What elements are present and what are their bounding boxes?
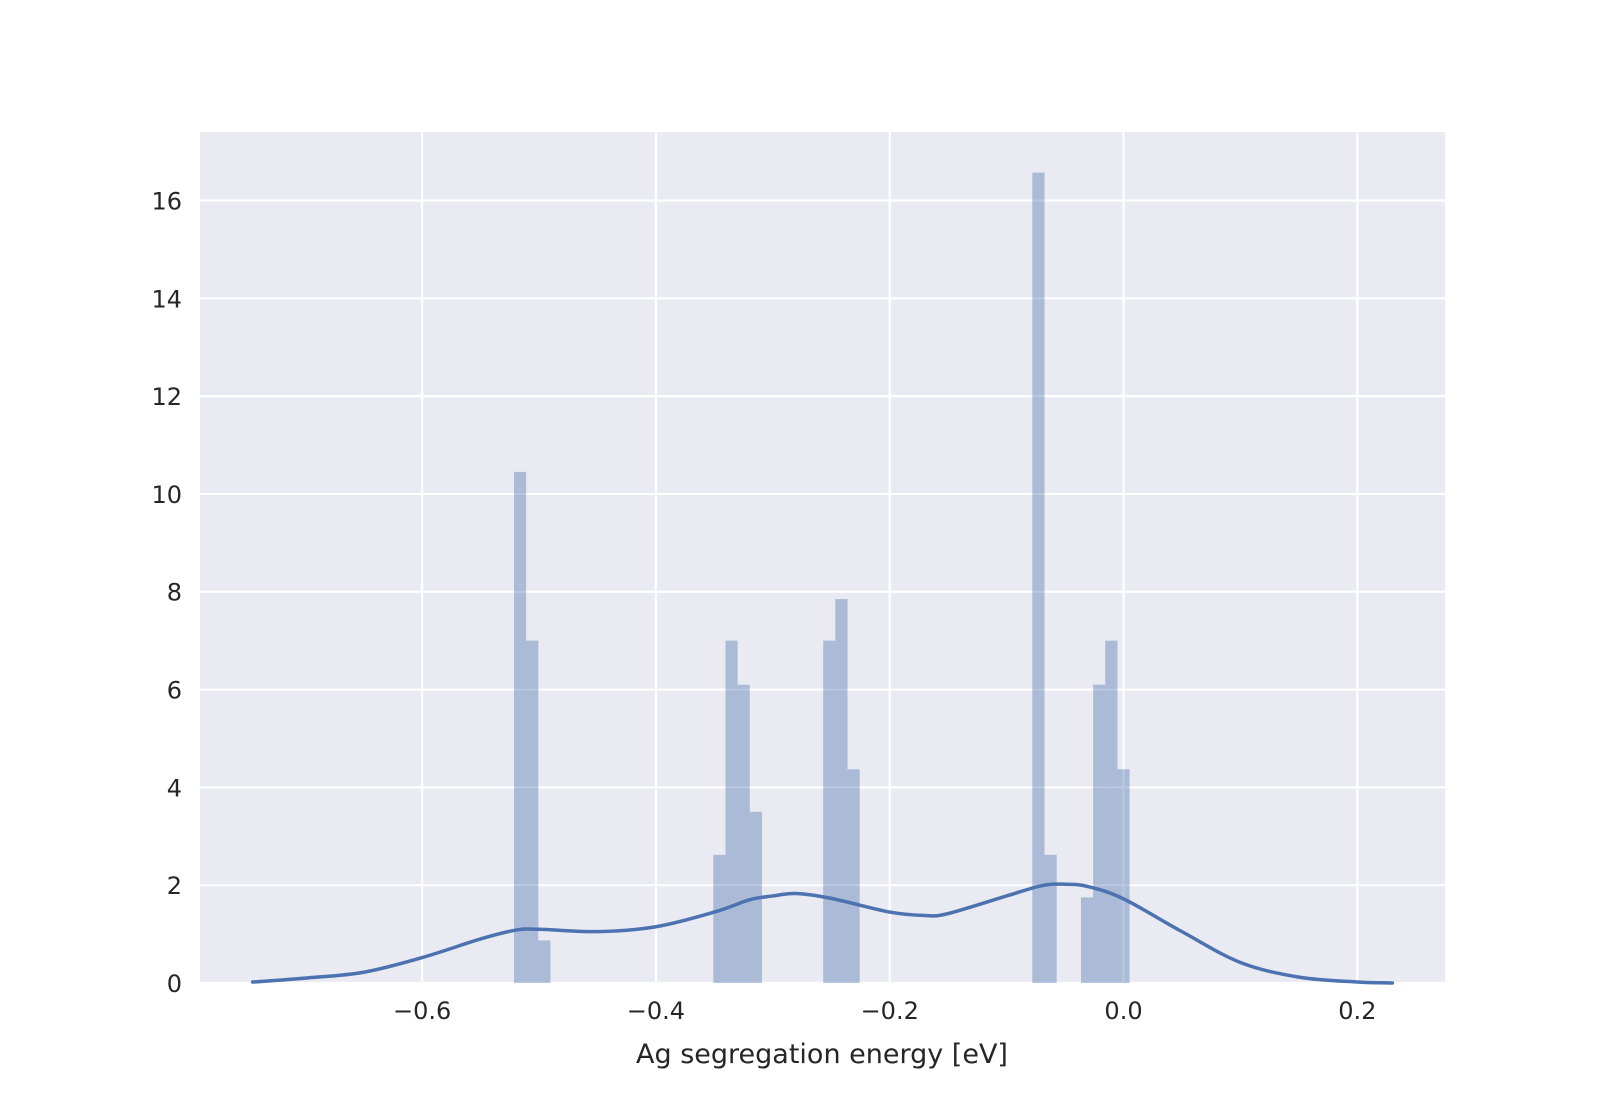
- histogram-bar: [538, 940, 551, 983]
- grid-lines: [200, 132, 1445, 985]
- y-tick-label: 16: [151, 187, 182, 215]
- histogram-bar: [725, 640, 738, 983]
- y-tick-label: 2: [167, 872, 182, 900]
- y-tick-label: 4: [167, 774, 182, 802]
- histogram-bar: [1044, 854, 1057, 983]
- y-tick-label: 10: [151, 481, 182, 509]
- x-tick-labels: −0.6 −0.4 −0.2 0.0 0.2: [393, 997, 1376, 1025]
- histogram-bar: [823, 640, 836, 983]
- x-axis-label: Ag segregation energy [eV]: [636, 1039, 1008, 1070]
- histogram-bar: [1117, 769, 1130, 983]
- x-tick-label: −0.6: [393, 997, 451, 1025]
- y-tick-label: 8: [167, 579, 182, 607]
- histogram-bar: [1080, 897, 1094, 983]
- y-tick-label: 0: [167, 970, 182, 998]
- histogram-bar: [847, 769, 860, 983]
- y-tick-label: 14: [151, 285, 182, 313]
- y-tick-label: 12: [151, 383, 182, 411]
- y-tick-label: 6: [167, 677, 182, 705]
- x-tick-label: 0.2: [1338, 997, 1376, 1025]
- histogram-bar: [737, 684, 750, 983]
- plot-background: [200, 132, 1445, 983]
- histogram-bar: [1105, 640, 1118, 983]
- x-tick-label: −0.2: [861, 997, 919, 1025]
- histogram-bar: [713, 854, 726, 983]
- histogram-bar: [526, 640, 539, 983]
- y-tick-labels: 0 2 4 6 8 10 12 14 16: [151, 187, 182, 998]
- x-tick-label: −0.4: [627, 997, 685, 1025]
- x-tick-label: 0.0: [1104, 997, 1142, 1025]
- histogram-bar: [1093, 684, 1106, 983]
- histogram-bars: [513, 172, 1130, 983]
- histogram-bar: [513, 471, 527, 983]
- histogram-bar: [1032, 172, 1045, 983]
- kde-curve: [250, 882, 1395, 985]
- histogram-bar: [835, 599, 848, 983]
